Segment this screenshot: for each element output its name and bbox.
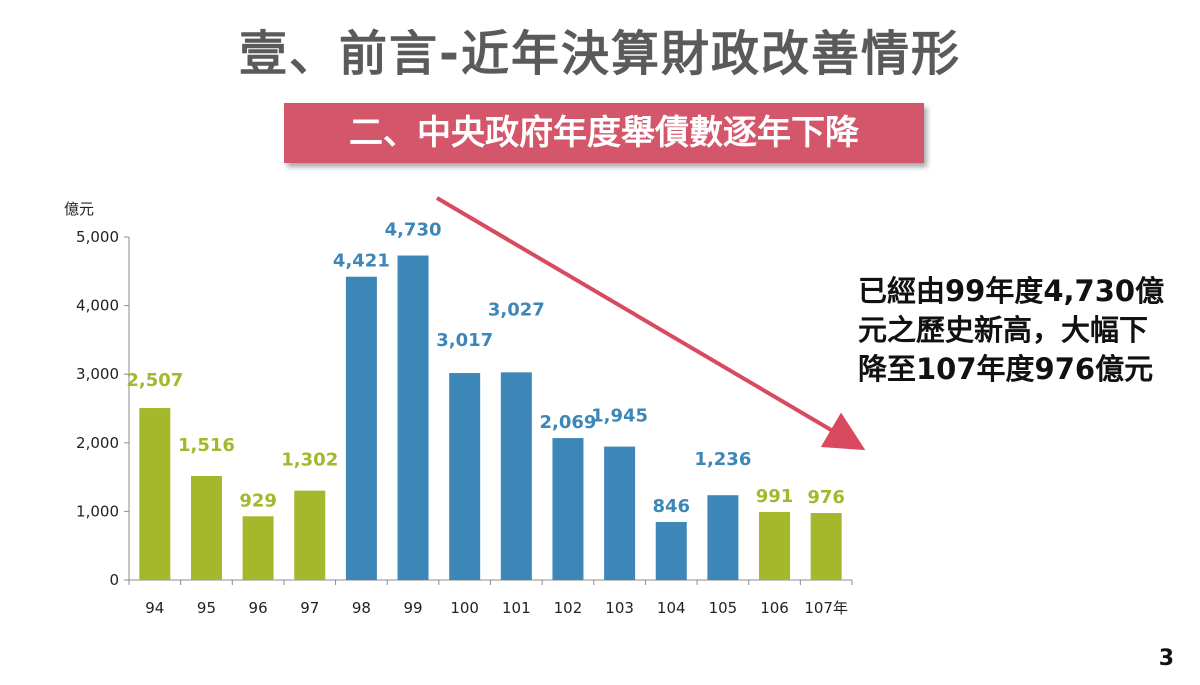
- y-tick-label: 3,000: [76, 365, 119, 383]
- annotation-line-3: 降至107年度976億元: [858, 352, 1154, 386]
- y-tick-label: 2,000: [76, 434, 119, 452]
- x-tick-label: 95: [197, 599, 216, 617]
- bar-value-label: 976: [807, 487, 845, 508]
- bar-94: [139, 408, 171, 580]
- x-tick-label: 99: [403, 599, 422, 617]
- y-axis-label: 億元: [64, 200, 94, 218]
- annotation-text: 已經由99年度4,730億 元之歷史新高，大幅下 降至107年度976億元: [858, 272, 1178, 389]
- y-tick-label: 0: [109, 571, 119, 589]
- x-tick-label: 100: [450, 599, 479, 617]
- bar-102: [552, 438, 584, 580]
- page-number: 3: [1158, 646, 1174, 671]
- bar-value-label: 3,017: [436, 330, 493, 351]
- x-tick-label: 98: [352, 599, 371, 617]
- bar-100: [449, 373, 481, 580]
- y-tick-label: 4,000: [76, 297, 119, 315]
- bar-value-label: 929: [239, 490, 277, 511]
- subtitle-text: 二、中央政府年度舉債數逐年下降: [349, 113, 859, 153]
- x-tick-label: 107年: [804, 599, 848, 617]
- x-tick-label: 94: [145, 599, 164, 617]
- bar-value-label: 1,302: [281, 450, 338, 471]
- subtitle-banner: 二、中央政府年度舉債數逐年下降: [284, 103, 924, 163]
- bar-value-label: 1,516: [178, 435, 235, 456]
- bar-value-label: 4,730: [385, 220, 442, 241]
- x-tick-label: 102: [554, 599, 583, 617]
- bar-value-label: 4,421: [333, 251, 390, 272]
- annotation-line-2: 元之歷史新高，大幅下: [858, 313, 1149, 347]
- bar-value-label: 1,236: [694, 449, 751, 470]
- x-tick-label: 105: [709, 599, 738, 617]
- bar-98: [345, 276, 377, 580]
- trend-arrow: [435, 196, 866, 451]
- bar-103: [604, 446, 636, 580]
- bar-value-label: 2,507: [126, 370, 183, 391]
- bar-105: [707, 495, 739, 580]
- bar-101: [500, 372, 532, 580]
- bar-97: [294, 490, 326, 580]
- bar-value-label: 3,027: [488, 299, 545, 320]
- annotation-line-1: 已經由99年度4,730億: [858, 274, 1165, 308]
- bar-value-label: 846: [652, 496, 690, 517]
- bar-104: [655, 521, 687, 580]
- bar-106: [759, 512, 791, 580]
- page-title: 壹、前言-近年決算財政改善情形: [239, 26, 961, 82]
- bar-value-label: 1,945: [591, 406, 648, 427]
- bar-value-label: 2,069: [539, 412, 596, 433]
- x-tick-label: 103: [605, 599, 634, 617]
- y-tick-label: 1,000: [76, 502, 119, 520]
- bar-95: [190, 476, 222, 580]
- x-tick-label: 96: [249, 599, 268, 617]
- bar-99: [397, 255, 429, 580]
- x-tick-label: 101: [502, 599, 531, 617]
- bar-107年: [810, 513, 842, 580]
- bar-value-label: 991: [756, 486, 794, 507]
- x-tick-label: 104: [657, 599, 686, 617]
- y-tick-label: 5,000: [76, 228, 119, 246]
- bar-96: [242, 516, 274, 580]
- x-tick-label: 106: [760, 599, 789, 617]
- x-tick-label: 97: [300, 599, 319, 617]
